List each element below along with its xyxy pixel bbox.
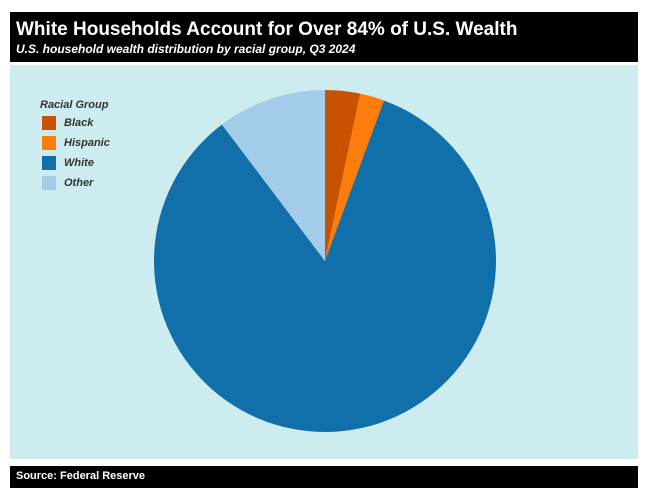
chart-panel: Racial Group Black Hispanic White Other bbox=[10, 65, 638, 459]
legend-swatch bbox=[42, 156, 56, 170]
legend-label: Other bbox=[64, 177, 94, 189]
legend-item-black: Black bbox=[42, 113, 110, 133]
legend-item-white: White bbox=[42, 153, 110, 173]
legend-label: Hispanic bbox=[64, 137, 110, 149]
pie-slice-other bbox=[221, 90, 325, 261]
pie-slice-black bbox=[325, 90, 361, 261]
chart-footer: Source: Federal Reserve bbox=[10, 466, 638, 488]
pie-slice-white bbox=[154, 100, 496, 433]
legend-item-hispanic: Hispanic bbox=[42, 133, 110, 153]
legend-swatch bbox=[42, 116, 56, 130]
chart-header: White Households Account for Over 84% of… bbox=[10, 12, 638, 62]
legend-swatch bbox=[42, 176, 56, 190]
legend-title: Racial Group bbox=[40, 99, 109, 111]
legend-swatch bbox=[42, 136, 56, 150]
chart-title: White Households Account for Over 84% of… bbox=[16, 19, 518, 40]
pie-slice-hispanic bbox=[325, 93, 384, 262]
legend-label: White bbox=[64, 157, 94, 169]
pie-chart bbox=[154, 90, 496, 433]
source-note: Source: Federal Reserve bbox=[16, 470, 146, 482]
legend-label: Black bbox=[64, 117, 94, 129]
chart-subtitle: U.S. household wealth distribution by ra… bbox=[16, 42, 356, 56]
legend-item-other: Other bbox=[42, 173, 110, 193]
legend: Racial Group Black Hispanic White Other bbox=[40, 99, 110, 193]
